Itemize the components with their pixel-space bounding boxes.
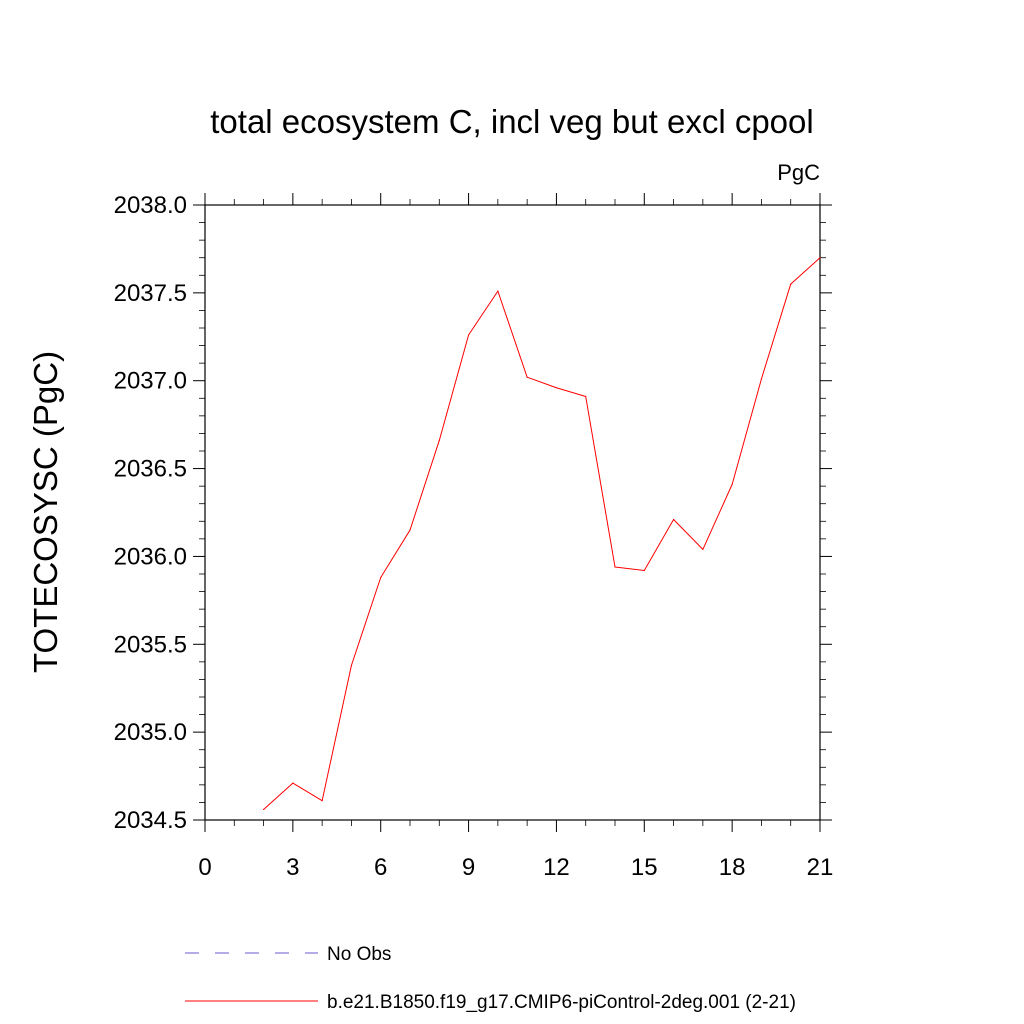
legend-label-no-obs: No Obs xyxy=(327,944,391,965)
data-point xyxy=(672,518,675,521)
data-point xyxy=(292,782,294,784)
data-point xyxy=(819,257,821,259)
data-point xyxy=(350,664,353,666)
y-tick-label: 2036.5 xyxy=(114,456,187,483)
data-point xyxy=(467,334,470,336)
data-point xyxy=(321,800,323,802)
x-tick-label: 18 xyxy=(719,854,746,881)
data-point xyxy=(497,290,499,292)
plot-frame xyxy=(204,204,821,821)
data-point xyxy=(555,387,558,389)
y-tick-label: 2034.5 xyxy=(114,807,187,834)
y-tick-label: 2036.0 xyxy=(114,543,187,570)
data-point xyxy=(526,376,528,378)
data-point xyxy=(614,566,616,568)
data-point xyxy=(643,569,645,572)
data-point xyxy=(409,529,411,531)
data-point xyxy=(790,283,792,285)
legend: No Obs b.e21.B1850.f19_g17.CMIP6-piContr… xyxy=(185,944,796,1013)
y-tick-label: 2035.0 xyxy=(114,719,187,746)
x-tick-label: 3 xyxy=(286,854,299,881)
y-axis-label: TOTECOSYSC (PgC) xyxy=(27,351,64,673)
series-layer xyxy=(262,257,821,811)
y-tick-label: 2037.5 xyxy=(114,280,187,307)
x-tick-label: 9 xyxy=(462,854,475,881)
data-point xyxy=(731,483,733,485)
data-point xyxy=(585,395,587,398)
y-tick-label: 2037.0 xyxy=(114,368,187,395)
units-label: PgC xyxy=(777,160,820,185)
x-tick-label: 15 xyxy=(631,854,658,881)
x-tick-label: 0 xyxy=(198,854,211,881)
data-point xyxy=(380,576,382,579)
data-point xyxy=(262,808,265,811)
chart-title: total ecosystem C, incl veg but excl cpo… xyxy=(210,103,813,140)
data-point xyxy=(760,378,763,380)
series-line-0 xyxy=(263,257,821,810)
y-tick-label: 2035.5 xyxy=(114,631,187,658)
y-tick-label: 2038.0 xyxy=(114,192,187,219)
legend-label-model-run: b.e21.B1850.f19_g17.CMIP6-piControl-2deg… xyxy=(327,992,796,1013)
data-point xyxy=(438,439,440,442)
x-tick-label: 21 xyxy=(807,854,834,881)
x-tick-label: 12 xyxy=(543,854,570,881)
y-axis-ticks: 2034.5 2035.0 2035.5 2036.0 2036.5 2037.0 2037… xyxy=(114,192,832,834)
x-axis-ticks: 0 3 6 9 12 15 18 21 xyxy=(198,193,833,881)
x-tick-label: 6 xyxy=(374,854,387,881)
data-point xyxy=(702,548,704,551)
